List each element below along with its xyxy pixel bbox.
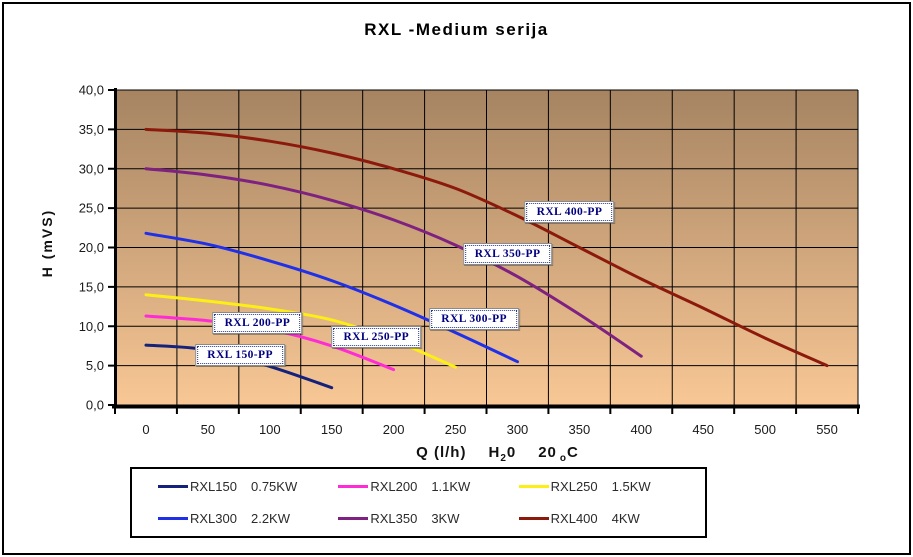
legend-line-sample	[158, 485, 188, 489]
x-tick-label: 250	[445, 422, 467, 437]
legend: RXL150 0.75KW RXL200 1.1KW RXL250 1.5KW RXL300…	[130, 467, 707, 538]
curve-label-rxl-200-pp: RXL 200-PP	[212, 312, 303, 335]
x-axis-title: Q (l/h) H20 20 oC	[126, 444, 869, 464]
curve-rxl400	[144, 127, 829, 368]
y-tick-label: 15,0	[79, 279, 104, 294]
y-tick-label: 5,0	[86, 358, 104, 373]
legend-series-name: RXL150	[190, 479, 237, 495]
legend-series-power: 1.5KW	[611, 479, 651, 495]
legend-item-rxl250: RXL250 1.5KW	[518, 479, 699, 495]
legend-line-sample	[518, 516, 549, 520]
curve-label-rxl-250-pp: RXL 250-PP	[331, 326, 422, 349]
x-tick-label: 400	[630, 422, 652, 437]
y-tick-label: 40,0	[79, 83, 104, 98]
legend-series-power: 1.1KW	[431, 479, 471, 495]
y-tick-label: 30,0	[79, 161, 104, 176]
x-tick-label: 300	[507, 422, 529, 437]
legend-line-sample	[338, 485, 369, 489]
x-tick-label: 350	[569, 422, 591, 437]
legend-series-name: RXL250	[550, 479, 598, 495]
chart-title: RXL -Medium serija	[364, 20, 549, 39]
x-tick-label: 100	[259, 422, 281, 437]
legend-series-power: 2.2KW	[250, 510, 290, 526]
legend-item-rxl300: RXL300 2.2KW	[158, 511, 338, 526]
curve-rxl300	[144, 231, 519, 364]
x-tick-label: 450	[692, 422, 714, 437]
legend-series-power: 0.75KW	[250, 479, 298, 495]
y-tick-label: 20,0	[79, 240, 104, 255]
legend-series-name: RXL350	[370, 510, 418, 526]
legend-series-name: RXL200	[370, 479, 418, 495]
legend-item-rxl150: RXL150 0.75KW	[158, 479, 338, 494]
curve-label-rxl-400-pp: RXL 400-PP	[524, 201, 615, 224]
x-axis-flow-label: Q (l/h)	[416, 444, 467, 461]
legend-series-name: RXL400	[550, 510, 598, 526]
legend-series-power: 4KW	[611, 510, 640, 526]
x-tick-label: 50	[201, 422, 215, 437]
legend-series-name: RXL300	[190, 510, 237, 526]
y-axis-title: H (mVS)	[39, 208, 55, 278]
x-tick-label: 200	[383, 422, 405, 437]
curve-label-rxl-350-pp: RXL 350-PP	[462, 242, 553, 265]
y-tick-label: 35,0	[79, 122, 104, 137]
x-tick-label: 150	[321, 422, 343, 437]
legend-item-rxl200: RXL200 1.1KW	[338, 479, 518, 494]
y-tick-label: 10,0	[79, 319, 104, 334]
curve-label-rxl-150-pp: RXL 150-PP	[195, 344, 285, 367]
legend-item-rxl400: RXL400 4KW	[518, 510, 699, 526]
x-tick-label: 500	[754, 422, 776, 437]
x-tick-label: 0	[142, 422, 149, 437]
legend-line-sample	[518, 485, 549, 489]
legend-series-power: 3KW	[431, 510, 460, 526]
y-tick-label: 0,0	[86, 398, 104, 413]
legend-line-sample	[338, 516, 369, 520]
curve-label-rxl-300-pp: RXL 300-PP	[429, 308, 519, 331]
x-tick-label: 550	[816, 422, 838, 437]
legend-line-sample	[158, 516, 188, 520]
legend-item-rxl350: RXL350 3KW	[338, 511, 518, 526]
curve-rxl350	[144, 167, 643, 358]
y-tick-label: 25,0	[79, 201, 104, 216]
x-axis-temperature-label: 20 oC	[538, 444, 579, 464]
x-axis-water-label: H20	[488, 444, 517, 464]
